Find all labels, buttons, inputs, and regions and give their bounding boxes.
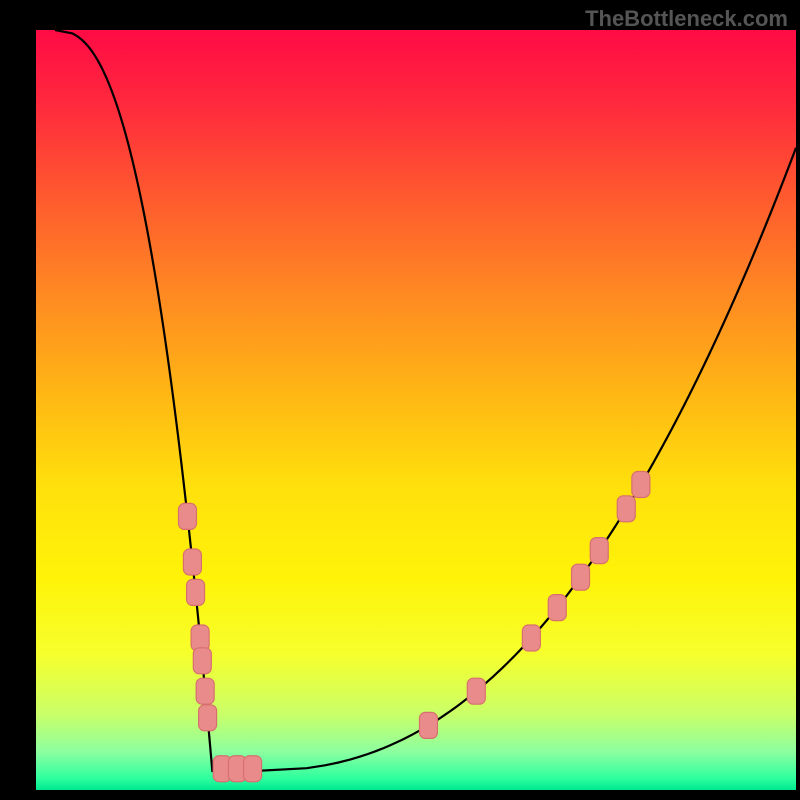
curve-marker	[632, 471, 650, 497]
curve-marker	[617, 496, 635, 522]
curve-marker	[244, 756, 262, 782]
curve-overlay	[36, 30, 796, 790]
curve-marker	[522, 625, 540, 651]
curve-marker	[193, 648, 211, 674]
curve-marker	[178, 503, 196, 529]
curve-marker	[196, 678, 214, 704]
plot-area	[36, 30, 796, 790]
curve-marker	[467, 678, 485, 704]
curve-marker	[191, 625, 209, 651]
curve-marker	[572, 564, 590, 590]
curve-marker	[419, 712, 437, 738]
curve-marker	[590, 538, 608, 564]
curve-marker	[183, 549, 201, 575]
chart-container: TheBottleneck.com	[0, 0, 800, 800]
watermark-text: TheBottleneck.com	[585, 6, 788, 32]
curve-marker	[548, 595, 566, 621]
bottleneck-curve	[55, 30, 796, 771]
curve-marker	[199, 705, 217, 731]
curve-marker	[187, 579, 205, 605]
